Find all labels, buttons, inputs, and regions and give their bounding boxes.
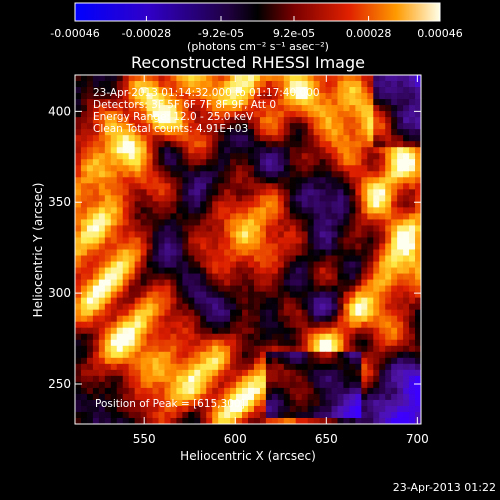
x-axis-tick-labels: 550 600 650 700 xyxy=(133,432,429,446)
colorbar-tick-label: -0.00046 xyxy=(50,27,99,40)
colorbar xyxy=(74,2,441,22)
annotation-detectors: Detectors: 3F 5F 6F 7F 8F 9F, Att 0 xyxy=(93,99,276,111)
x-tick-label: 550 xyxy=(133,432,156,446)
annotation-counts: Clean Total counts: 4.91E+03 xyxy=(93,123,248,135)
plot-frame xyxy=(74,74,422,425)
colorbar-tick-label: 9.2e-05 xyxy=(273,27,315,40)
annotation-energy: Energy Range: 12.0 - 25.0 keV xyxy=(93,111,254,123)
x-axis-label: Heliocentric X (arcsec) xyxy=(180,449,316,463)
colorbar-ticks xyxy=(74,16,441,21)
annotation-time: 23-Apr-2013 01:14:32.000 to 01:17:40.000 xyxy=(93,87,320,99)
y-tick-label: 250 xyxy=(48,377,71,391)
colorbar-units: (photons cm⁻² s⁻¹ asec⁻²) xyxy=(187,40,329,53)
x-axis-ticks xyxy=(143,75,418,424)
y-axis-ticks xyxy=(75,110,421,385)
x-tick-label: 700 xyxy=(406,432,429,446)
y-tick-label: 300 xyxy=(48,286,71,300)
x-tick-label: 650 xyxy=(315,432,338,446)
y-axis-tick-labels: 250 300 350 400 xyxy=(48,104,71,391)
heatmap-image xyxy=(75,75,421,424)
colorbar-tick-label: 0.00046 xyxy=(417,27,463,40)
colorbar-tick-label: -9.2e-05 xyxy=(198,27,244,40)
chart-title: Reconstructed RHESSI Image xyxy=(131,53,365,72)
annotations: 23-Apr-2013 01:14:32.000 to 01:17:40.000… xyxy=(93,87,320,410)
colorbar-tick-label: 0.00028 xyxy=(346,27,392,40)
y-tick-label: 400 xyxy=(48,104,71,118)
colorbar-tick-labels: -0.00046 -0.00028 -9.2e-05 9.2e-05 0.00028 0.… xyxy=(50,27,462,40)
timestamp: 23-Apr-2013 01:22 xyxy=(393,481,496,494)
y-tick-label: 350 xyxy=(48,195,71,209)
x-tick-label: 600 xyxy=(224,432,247,446)
y-axis-label: Heliocentric Y (arcsec) xyxy=(31,183,45,318)
colorbar-tick-label: -0.00028 xyxy=(122,27,171,40)
peak-position-label: Position of Peak = [615,300] xyxy=(95,398,245,410)
